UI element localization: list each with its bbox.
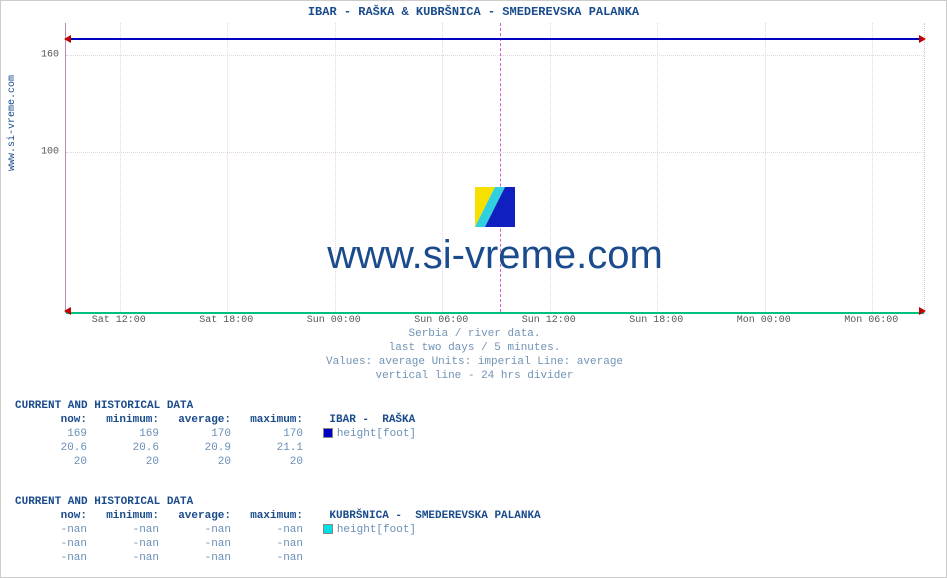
data-block-heading: CURRENT AND HISTORICAL DATA	[15, 399, 416, 413]
data-row: 20202020	[15, 455, 416, 469]
data-row: 169169170170 height[foot]	[15, 427, 416, 441]
series-line	[66, 38, 924, 40]
y-tick-label: 100	[41, 146, 59, 157]
v-gridline	[765, 23, 766, 312]
x-tick-label: Sun 12:00	[522, 315, 576, 326]
caption-line: Serbia / river data.	[1, 327, 947, 341]
data-block: CURRENT AND HISTORICAL DATAnow:minimum:a…	[15, 495, 541, 565]
chart-caption: Serbia / river data. last two days / 5 m…	[1, 327, 947, 383]
station-name: KUBRŠNICA - SMEDEREVSKA PALANKA	[323, 510, 541, 522]
h-gridline	[66, 55, 924, 56]
watermark-logo-icon	[475, 187, 515, 227]
range-marker-left-icon	[64, 35, 71, 43]
h-gridline	[66, 152, 924, 153]
series-swatch-icon	[323, 428, 333, 438]
page-title: IBAR - RAŠKA & KUBRŠNICA - SMEDEREVSKA P…	[1, 1, 946, 21]
caption-line: last two days / 5 minutes.	[1, 341, 947, 355]
x-tick-label: Mon 00:00	[737, 315, 791, 326]
series-swatch-icon	[323, 524, 333, 534]
metric-label: height[foot]	[337, 524, 416, 536]
range-marker-right-icon	[919, 307, 926, 315]
x-tick-label: Sun 18:00	[629, 315, 683, 326]
station-name: IBAR - RAŠKA	[323, 414, 415, 426]
data-row: -nan-nan-nan-nan	[15, 551, 541, 565]
chart-area: 100 160 www.si-vreme.com Sat 12:00Sat 18…	[65, 23, 925, 313]
series-line	[66, 312, 924, 314]
data-block-columns: now:minimum:average:maximum: KUBRŠNICA -…	[15, 509, 541, 523]
data-block-columns: now:minimum:average:maximum: IBAR - RAŠK…	[15, 413, 416, 427]
x-tick-label: Sat 12:00	[92, 315, 146, 326]
range-marker-right-icon	[919, 35, 926, 43]
caption-line: Values: average Units: imperial Line: av…	[1, 355, 947, 369]
caption-line: vertical line - 24 hrs divider	[1, 369, 947, 383]
metric-label: height[foot]	[337, 428, 416, 440]
data-row: -nan-nan-nan-nan	[15, 537, 541, 551]
data-row: -nan-nan-nan-nan height[foot]	[15, 523, 541, 537]
x-tick-label: Sun 06:00	[414, 315, 468, 326]
x-tick-label: Sun 00:00	[307, 315, 361, 326]
range-marker-left-icon	[64, 307, 71, 315]
data-block: CURRENT AND HISTORICAL DATAnow:minimum:a…	[15, 399, 416, 469]
x-tick-label: Mon 06:00	[844, 315, 898, 326]
data-row: 20.620.620.921.1	[15, 441, 416, 455]
x-tick-label: Sat 18:00	[199, 315, 253, 326]
side-url-label: www.si-vreme.com	[7, 75, 18, 171]
data-block-heading: CURRENT AND HISTORICAL DATA	[15, 495, 541, 509]
v-gridline	[227, 23, 228, 312]
watermark-text: www.si-vreme.com	[327, 233, 663, 278]
y-tick-label: 160	[41, 50, 59, 61]
v-gridline	[872, 23, 873, 312]
v-gridline	[120, 23, 121, 312]
